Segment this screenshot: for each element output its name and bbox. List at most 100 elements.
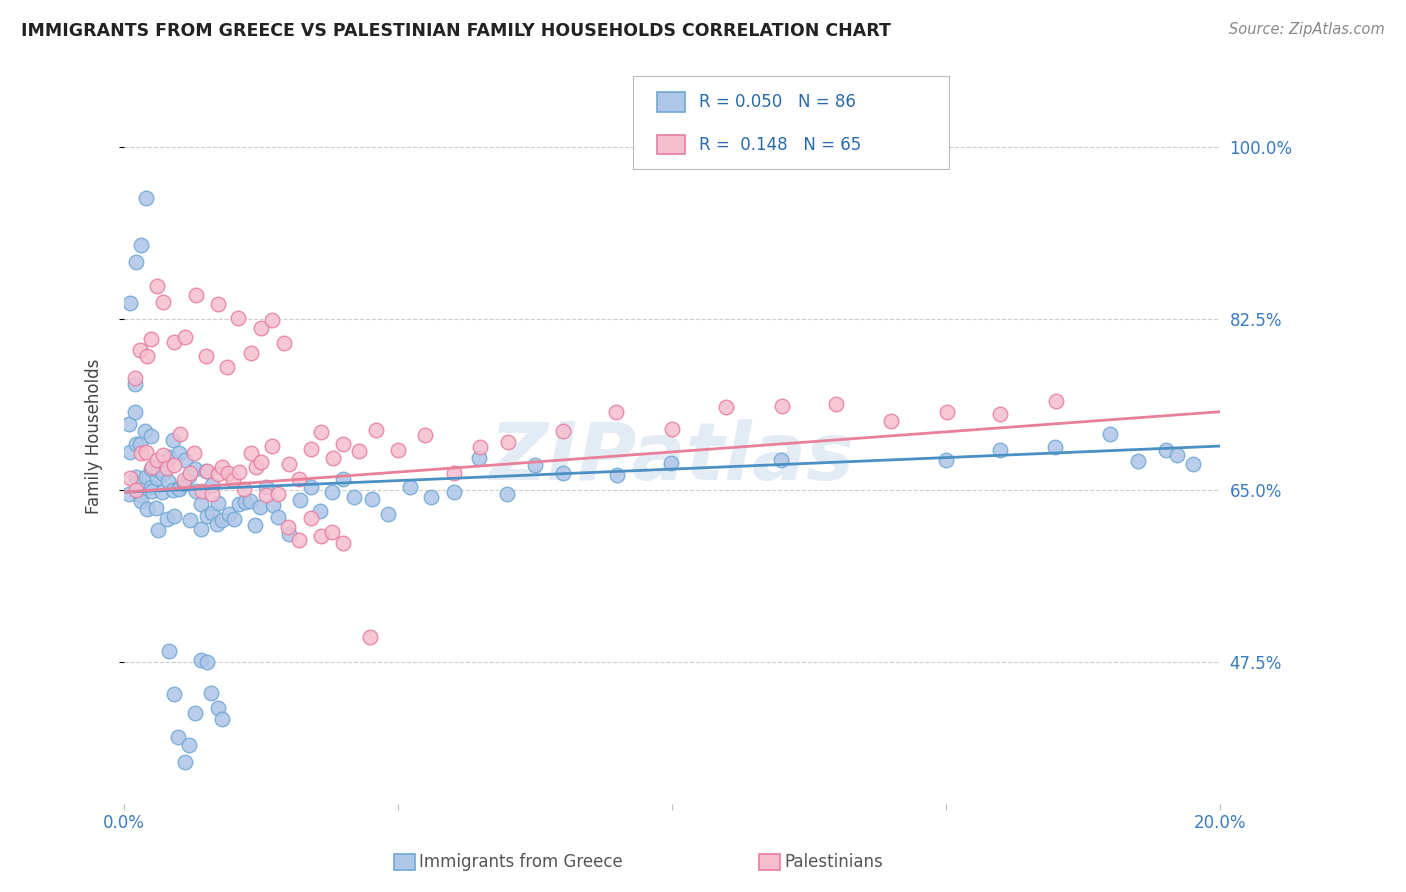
Point (167, 483, 190, 497)
Point (183, 446, 205, 460)
Point (659, 456, 682, 470)
Point (201, 478, 224, 492)
Point (129, 445, 152, 459)
Point (661, 422, 683, 436)
Point (1043, 440, 1066, 454)
Point (770, 399, 793, 413)
Point (232, 482, 254, 496)
Point (343, 490, 366, 504)
Point (1181, 458, 1204, 472)
Point (150, 484, 173, 499)
Point (200, 686, 222, 700)
Point (184, 462, 207, 476)
Point (468, 440, 491, 454)
Point (184, 288, 207, 302)
Point (260, 313, 283, 327)
Point (605, 405, 627, 419)
Point (398, 480, 420, 494)
Point (523, 458, 546, 473)
Point (167, 730, 190, 744)
Point (290, 493, 312, 508)
Point (157, 450, 180, 464)
Point (770, 453, 793, 467)
Point (301, 511, 323, 525)
Point (195, 464, 218, 478)
Point (163, 509, 186, 524)
Point (129, 476, 152, 491)
Point (207, 701, 229, 715)
Point (349, 444, 371, 458)
Point (128, 488, 150, 502)
Point (135, 470, 157, 484)
Point (299, 480, 322, 494)
Point (309, 529, 332, 543)
Point (184, 483, 207, 498)
Point (139, 332, 162, 346)
Point (309, 425, 332, 439)
Point (179, 738, 201, 752)
Point (309, 504, 332, 518)
Point (211, 460, 233, 475)
Point (262, 498, 284, 512)
Point (245, 517, 267, 532)
Point (174, 330, 197, 344)
Point (332, 472, 354, 486)
Point (141, 429, 163, 443)
Point (443, 466, 465, 480)
Point (880, 414, 903, 428)
Point (118, 295, 141, 310)
Point (211, 513, 233, 527)
Point (169, 427, 191, 442)
Point (152, 295, 174, 310)
Point (135, 349, 157, 363)
Point (332, 536, 354, 550)
Point (716, 400, 738, 414)
Point (141, 459, 163, 474)
Point (162, 483, 184, 497)
Point (332, 437, 354, 451)
Point (156, 511, 179, 525)
Point (377, 507, 399, 521)
Point (135, 501, 157, 516)
Point (124, 405, 146, 419)
Point (205, 516, 228, 531)
Point (135, 191, 157, 205)
Point (262, 439, 284, 453)
Point (468, 451, 491, 466)
Point (125, 483, 148, 498)
Point (825, 397, 848, 411)
Text: Source: ZipAtlas.com: Source: ZipAtlas.com (1229, 22, 1385, 37)
Point (201, 486, 224, 500)
Point (276, 520, 298, 534)
Point (207, 496, 229, 510)
Point (239, 494, 262, 508)
Point (935, 405, 957, 419)
Point (124, 377, 146, 392)
Point (195, 655, 218, 669)
Point (1166, 448, 1188, 462)
Point (146, 453, 169, 467)
Point (277, 527, 299, 541)
Point (553, 424, 575, 438)
Point (163, 458, 186, 472)
Point (139, 461, 162, 475)
Point (195, 464, 218, 478)
Point (250, 321, 273, 335)
Point (156, 475, 179, 489)
Point (218, 507, 240, 521)
Point (250, 455, 273, 469)
Point (217, 466, 239, 480)
Point (125, 437, 148, 451)
Point (239, 346, 262, 360)
Point (1126, 454, 1149, 468)
Point (179, 468, 201, 483)
Point (419, 490, 441, 504)
Point (167, 481, 190, 495)
Point (498, 434, 520, 449)
Point (179, 466, 201, 480)
Point (190, 523, 212, 537)
Point (1154, 443, 1177, 458)
Point (254, 480, 277, 494)
Point (233, 495, 256, 509)
Point (240, 446, 263, 460)
